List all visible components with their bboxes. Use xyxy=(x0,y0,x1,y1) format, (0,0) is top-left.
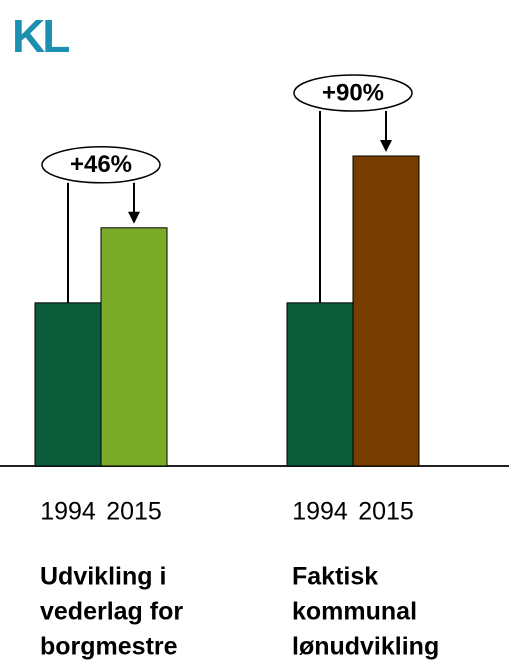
group-label: vederlag for xyxy=(40,598,183,626)
group-label: Udvikling i xyxy=(40,563,166,591)
x-tick-label: 1994 xyxy=(40,498,96,526)
x-tick-label: 1994 xyxy=(292,498,348,526)
bar xyxy=(100,227,168,467)
bar xyxy=(352,155,420,467)
group-label: Faktisk xyxy=(292,563,378,591)
group-label: kommunal xyxy=(292,598,417,626)
arrow-head xyxy=(128,211,140,224)
arrow-head xyxy=(380,140,392,152)
bar xyxy=(286,302,354,467)
x-tick-label: 2015 xyxy=(358,498,414,526)
group-label: lønudvikling xyxy=(292,633,439,661)
annotation: +90% xyxy=(322,79,384,106)
x-tick-label: 2015 xyxy=(106,498,162,526)
annotation: +46% xyxy=(70,151,132,178)
bar xyxy=(34,302,102,467)
annotation-bubble xyxy=(41,146,161,184)
logo: KL xyxy=(12,10,69,62)
group-label: borgmestre xyxy=(40,633,178,661)
annotation-bubble xyxy=(293,74,413,112)
